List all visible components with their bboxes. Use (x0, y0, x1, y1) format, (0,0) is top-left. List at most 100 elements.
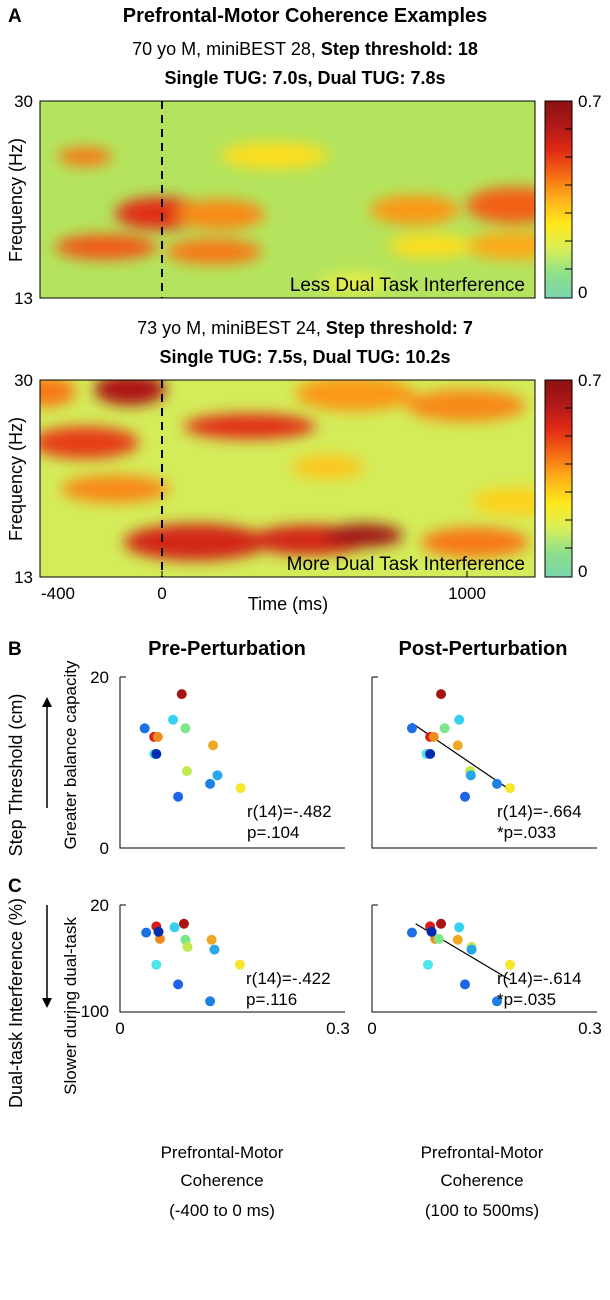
colorbar-1-ticks (565, 128, 572, 270)
heatmap-2-subtitle-line1: 73 yo M, miniBEST 24, Step threshold: 7 (137, 318, 473, 338)
panel-b-right-points (406, 689, 516, 802)
panel-c-left-axes (119, 904, 345, 1013)
colorbar-1-max-label: 0.7 (578, 92, 602, 111)
panel-c-left-stat-r: r(14)=-.422 (246, 969, 331, 988)
heatmap-2-blob-13 (472, 487, 535, 516)
scatter-point-11 (206, 934, 217, 945)
scatter-point-14 (235, 783, 246, 794)
heatmap-2-blob-2 (40, 380, 76, 407)
colorbar-2: 0.7 0 (544, 371, 602, 581)
heatmap-2-blob-5 (295, 380, 415, 412)
heatmap-2-xtick-0: 0 (157, 584, 166, 603)
colorbar-2-ticks (565, 407, 572, 549)
heatmap-2-blob-7 (292, 455, 364, 479)
heatmap-2-ylabel: Frequency (Hz) (6, 417, 26, 541)
heatmap-2-blobs (40, 380, 535, 561)
heatmap-2-xtick-1000: 1000 (448, 584, 486, 603)
panel-b-left-stat-p: p=.104 (247, 823, 299, 842)
heatmap-2-subtitle-normal: 73 yo M, miniBEST 24, (137, 318, 326, 338)
scatter-point-6 (454, 714, 465, 725)
panel-c-letter: C (8, 876, 22, 897)
heatmap-1-blob-5 (370, 194, 460, 225)
heatmap-1-blob-6 (466, 186, 535, 224)
scatter-point-9 (173, 791, 184, 802)
panel-b-ytick-0: 0 (100, 839, 109, 858)
heatmap-1: Less Dual Task Interference 30 13 Freque… (6, 92, 536, 308)
panel-b-ylabel: Step Threshold (cm) (6, 694, 26, 857)
heatmap-1-blob-2 (220, 142, 328, 169)
heatmap-2-ytick-30: 30 (14, 371, 33, 390)
heatmap-2-xlabel: Time (ms) (248, 594, 328, 614)
heatmap-2-ytick-13: 13 (14, 568, 33, 587)
panel-c-right-xlabel-line2: Coherence (440, 1171, 523, 1190)
heatmap-2-blob-6 (406, 389, 526, 422)
heatmap-1-blob-9 (466, 231, 535, 260)
scatter-point-7 (436, 918, 447, 929)
scatter-point-13 (205, 996, 216, 1007)
panel-b-ytick-20: 20 (90, 668, 109, 687)
scatter-point-7 (178, 918, 189, 929)
scatter-point-2 (151, 959, 162, 970)
heatmap-1-blob-8 (166, 238, 262, 265)
scatter-point-9 (460, 979, 471, 990)
heatmap-1-blob-7 (55, 234, 157, 260)
heatmap-2-blob-11 (325, 523, 403, 547)
colorbar-1-min-label: 0 (578, 283, 587, 302)
heatmap-1-subtitle-line1: 70 yo M, miniBEST 28, Step threshold: 18 (132, 39, 478, 59)
scatter-point-14 (505, 959, 516, 970)
heatmap-1-subtitle-line2: Single TUG: 7.0s, Dual TUG: 7.8s (164, 68, 445, 88)
scatter-point-3 (151, 748, 162, 759)
heatmap-1-ytick-13: 13 (14, 289, 33, 308)
heatmap-1-frame (39, 100, 536, 299)
panel-b-right-stat-p: *p=.033 (497, 823, 556, 842)
panel-c-right-points (406, 918, 516, 1007)
scatter-point-13 (491, 778, 502, 789)
scatter-point-8 (180, 723, 191, 734)
heatmap-2-xtick-neg400: -400 (41, 584, 75, 603)
heatmap-2-blob-12 (421, 527, 529, 558)
scatter-point-7 (436, 689, 447, 700)
heatmap-1-blob-10 (388, 234, 472, 258)
scatter-point-1 (139, 723, 150, 734)
panel-c-right-xlabel-line3: (100 to 500ms) (425, 1201, 539, 1220)
panel-c-right-xtick-0.3: 0.3 (578, 1019, 602, 1038)
scatter-point-8 (439, 723, 450, 734)
heatmap-1-blob-4 (175, 199, 265, 230)
heatmap-2-frame (39, 379, 536, 578)
heatmap-2-blob-9 (124, 523, 268, 561)
heatmap-1-ytick-30: 30 (14, 92, 33, 111)
panel-c-arrow-label: Slower during dual-task (61, 917, 80, 1095)
heatmap-2-xticks (39, 571, 468, 577)
panel-c-left-xlabel-line3: (-400 to 0 ms) (169, 1201, 275, 1220)
heatmap-2-subtitle-line2: Single TUG: 7.5s, Dual TUG: 10.2s (159, 347, 450, 367)
scatter-point-2 (422, 959, 433, 970)
scatter-point-3 (425, 748, 436, 759)
heatmap-1-blob-11 (319, 272, 391, 294)
scatter-point-14 (234, 959, 245, 970)
panel-c-left-xtick-0.3: 0.3 (326, 1019, 350, 1038)
heatmap-2-blob-3 (184, 413, 316, 440)
panel-a-title: Prefrontal-Motor Coherence Examples (123, 5, 488, 27)
scatter-point-5 (152, 731, 163, 742)
panel-b-right-axes (371, 676, 597, 849)
panel-c-ytick-neg100: -100 (75, 1002, 109, 1021)
panel-b-col-title-right: Post-Perturbation (399, 638, 568, 660)
scatter-point-8 (433, 933, 444, 944)
panel-c-right-stat-r: r(14)=-.614 (497, 969, 582, 988)
scatter-point-11 (452, 740, 463, 751)
panel-c-right-xtick-0: 0 (367, 1019, 376, 1038)
scatter-point-12 (212, 770, 223, 781)
scatter-point-11 (208, 740, 219, 751)
heatmap-1-background (40, 101, 535, 298)
scatter-point-1 (406, 723, 417, 734)
panel-c-right-xlabel-line1: Prefrontal-Motor (421, 1143, 544, 1162)
heatmap-2-blob-8 (61, 475, 169, 503)
panel-c-left-points (141, 918, 245, 1007)
scatter-point-14 (505, 783, 516, 794)
colorbar-2-gradient (544, 379, 573, 578)
scatter-point-10 (181, 766, 192, 777)
heatmap-1-blob-1 (58, 147, 112, 166)
panel-c-left-xtick-0: 0 (115, 1019, 124, 1038)
panel-b-left-points (139, 689, 246, 802)
scatter-point-1 (141, 927, 152, 938)
